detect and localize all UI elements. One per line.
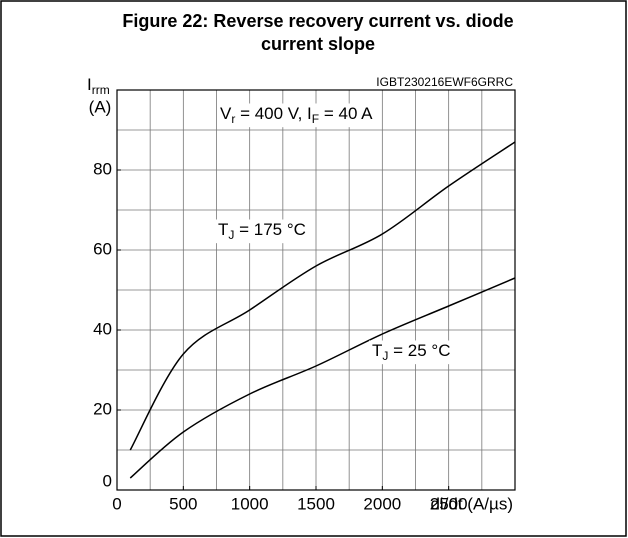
annotation-part: = 175 °C: [234, 220, 306, 239]
annotation-part: = 40 A: [319, 104, 373, 123]
y-tick-label: 40: [93, 319, 112, 338]
y-axis-label: Irrm: [87, 75, 110, 97]
annotation-bg: [215, 219, 309, 244]
y-axis-unit: (A): [89, 97, 112, 116]
y-axis-label-part: rrm: [92, 83, 110, 97]
series-line: [129, 141, 516, 451]
chart-title: Figure 22: Reverse recovery current vs. …: [122, 11, 513, 31]
annotation-part: r: [231, 112, 235, 126]
x-tick-label: 2000: [363, 494, 401, 513]
x-tick-label: 1000: [231, 494, 269, 513]
annotation-part: T: [218, 220, 228, 239]
y-tick-label: 80: [93, 159, 112, 178]
x-tick-label: 1500: [297, 494, 335, 513]
annotation-part: F: [312, 112, 319, 126]
y-tick-label: 60: [93, 239, 112, 258]
series-line: [129, 277, 516, 479]
chart-title: current slope: [261, 34, 375, 54]
x-axis-label: di/dt (A/µs): [430, 494, 513, 513]
x-tick-label: 0: [112, 494, 121, 513]
annotation-part: = 400 V, I: [235, 104, 311, 123]
watermark: IGBT230216EWF6GRRC: [376, 75, 513, 89]
y-tick-label: 0: [103, 471, 112, 490]
annotation-bg: [217, 103, 377, 128]
annotation-part: J: [228, 228, 234, 242]
annotation: TJ = 175 °C: [218, 220, 306, 242]
annotation-bg: [369, 340, 454, 365]
y-axis-label-part: I: [87, 75, 92, 94]
x-tick-label: 2500: [430, 494, 468, 513]
annotation: TJ = 25 °C: [372, 341, 450, 363]
annotation-part: = 25 °C: [388, 341, 450, 360]
y-tick-label: 20: [93, 399, 112, 418]
x-tick-label: 500: [169, 494, 197, 513]
annotation-part: J: [382, 349, 388, 363]
annotation-part: V: [220, 104, 232, 123]
annotation: Vr = 400 V, IF = 40 A: [220, 104, 373, 126]
annotation-part: T: [372, 341, 382, 360]
